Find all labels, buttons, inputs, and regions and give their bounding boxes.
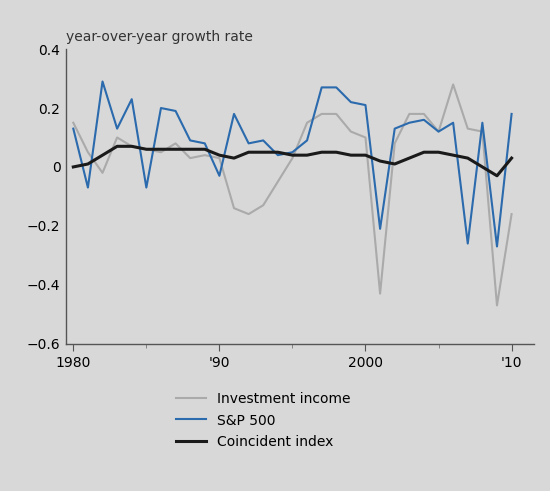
Investment income (274, 179, 281, 185)
Coincident index (70, 164, 76, 170)
S&P 500 (187, 137, 194, 143)
Investment income (216, 155, 223, 161)
S&P 500 (201, 140, 208, 146)
Investment income (318, 111, 325, 117)
S&P 500 (143, 185, 150, 191)
S&P 500 (421, 117, 427, 123)
Line: Coincident index: Coincident index (73, 146, 512, 176)
Line: Investment income: Investment income (73, 84, 512, 305)
Investment income (494, 302, 501, 308)
Investment income (377, 291, 383, 297)
Investment income (85, 149, 91, 155)
Investment income (479, 129, 486, 135)
Coincident index (304, 152, 310, 158)
Investment income (187, 155, 194, 161)
S&P 500 (348, 99, 354, 105)
S&P 500 (508, 111, 515, 117)
Legend: Investment income, S&P 500, Coincident index: Investment income, S&P 500, Coincident i… (176, 392, 351, 449)
Coincident index (143, 146, 150, 152)
Coincident index (129, 143, 135, 149)
Coincident index (230, 155, 237, 161)
S&P 500 (479, 120, 486, 126)
Coincident index (85, 161, 91, 167)
S&P 500 (392, 126, 398, 132)
S&P 500 (406, 120, 412, 126)
Coincident index (245, 149, 252, 155)
Coincident index (377, 158, 383, 164)
S&P 500 (70, 126, 76, 132)
Investment income (289, 155, 296, 161)
Coincident index (201, 146, 208, 152)
Coincident index (435, 149, 442, 155)
S&P 500 (245, 140, 252, 146)
S&P 500 (172, 108, 179, 114)
Coincident index (479, 164, 486, 170)
Text: year-over-year growth rate: year-over-year growth rate (66, 30, 253, 44)
S&P 500 (230, 111, 237, 117)
S&P 500 (158, 105, 164, 111)
Investment income (304, 120, 310, 126)
Investment income (230, 205, 237, 211)
Coincident index (508, 155, 515, 161)
Coincident index (289, 152, 296, 158)
S&P 500 (318, 84, 325, 90)
S&P 500 (260, 137, 267, 143)
S&P 500 (333, 84, 339, 90)
S&P 500 (216, 173, 223, 179)
Investment income (435, 129, 442, 135)
S&P 500 (129, 96, 135, 102)
Coincident index (187, 146, 194, 152)
S&P 500 (464, 241, 471, 246)
S&P 500 (274, 152, 281, 158)
S&P 500 (289, 149, 296, 155)
Coincident index (450, 152, 456, 158)
Coincident index (260, 149, 267, 155)
Coincident index (392, 161, 398, 167)
S&P 500 (114, 126, 120, 132)
Coincident index (464, 155, 471, 161)
Investment income (114, 135, 120, 140)
Investment income (158, 149, 164, 155)
S&P 500 (377, 226, 383, 232)
Investment income (333, 111, 339, 117)
Investment income (348, 129, 354, 135)
Coincident index (274, 149, 281, 155)
S&P 500 (304, 137, 310, 143)
Investment income (129, 143, 135, 149)
S&P 500 (85, 185, 91, 191)
Coincident index (158, 146, 164, 152)
Investment income (362, 135, 369, 140)
Coincident index (406, 155, 412, 161)
Coincident index (333, 149, 339, 155)
Investment income (392, 140, 398, 146)
Investment income (245, 211, 252, 217)
Coincident index (348, 152, 354, 158)
Coincident index (318, 149, 325, 155)
Investment income (260, 202, 267, 208)
Investment income (508, 211, 515, 217)
Investment income (172, 140, 179, 146)
S&P 500 (362, 102, 369, 108)
Coincident index (172, 146, 179, 152)
Coincident index (421, 149, 427, 155)
Line: S&P 500: S&P 500 (73, 82, 512, 246)
Coincident index (362, 152, 369, 158)
S&P 500 (494, 244, 501, 249)
Investment income (421, 111, 427, 117)
S&P 500 (99, 79, 106, 84)
Investment income (450, 82, 456, 87)
Coincident index (494, 173, 501, 179)
Coincident index (99, 152, 106, 158)
Coincident index (216, 152, 223, 158)
Investment income (406, 111, 412, 117)
S&P 500 (435, 129, 442, 135)
Coincident index (114, 143, 120, 149)
Investment income (464, 126, 471, 132)
Investment income (201, 152, 208, 158)
Investment income (70, 120, 76, 126)
Investment income (99, 170, 106, 176)
S&P 500 (450, 120, 456, 126)
Investment income (143, 146, 150, 152)
